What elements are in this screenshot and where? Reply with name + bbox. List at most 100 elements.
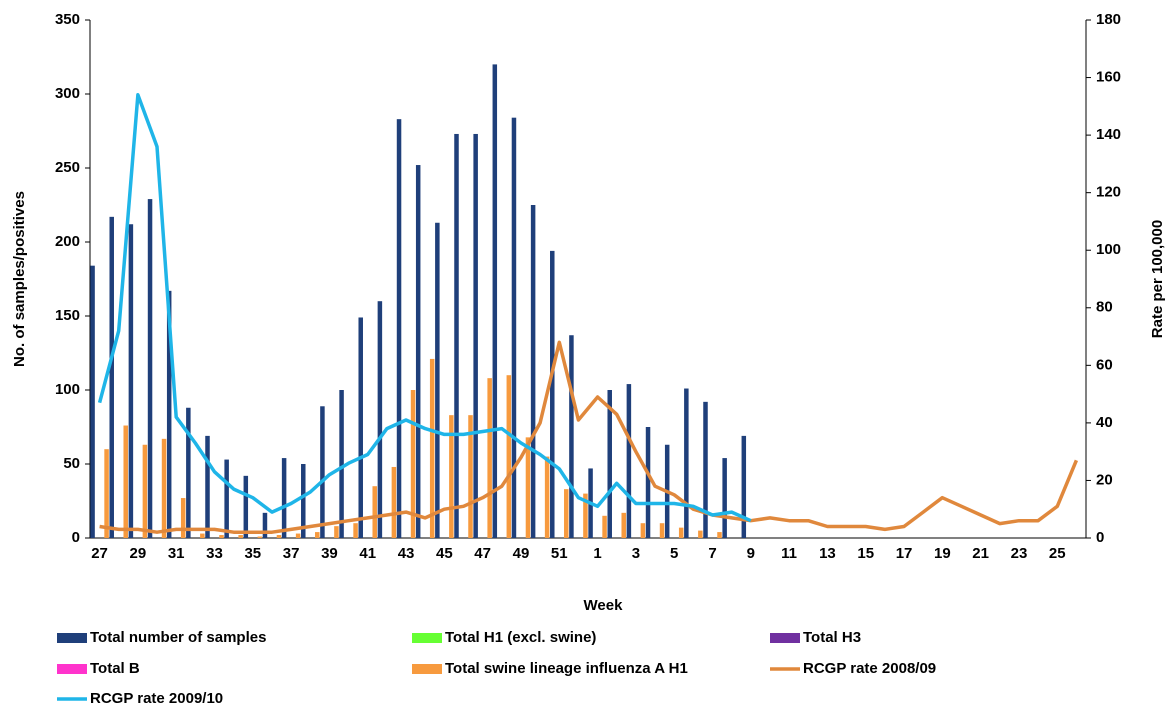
legend-label: Total number of samples [90, 629, 266, 646]
legend-swatch [412, 664, 442, 674]
x-tick-label: 11 [781, 545, 797, 562]
bar [358, 317, 363, 538]
y2-tick-label: 160 [1096, 69, 1121, 86]
x-tick-label: 37 [283, 545, 300, 562]
line [99, 340, 1079, 534]
legend-swatch [57, 664, 87, 674]
bar [640, 523, 646, 538]
y-tick-label: 200 [55, 233, 80, 250]
legend-label: Total swine lineage influenza A H1 [445, 660, 688, 677]
bar [626, 384, 632, 538]
y-axis-title: No. of samples/positives [11, 191, 28, 367]
y-tick-label: 350 [55, 11, 80, 28]
legend-label: Total H3 [803, 629, 861, 646]
bar [684, 388, 689, 538]
x-tick-label: 3 [632, 545, 640, 562]
bar [334, 526, 339, 538]
bar [186, 407, 191, 538]
legend-label: Total B [90, 660, 140, 677]
x-tick-label: 47 [474, 545, 491, 562]
bar [104, 449, 109, 538]
x-tick-label: 15 [857, 545, 874, 562]
legend-label: RCGP rate 2008/09 [803, 660, 936, 677]
bar [339, 390, 344, 538]
bar [449, 415, 454, 538]
x-tick-label: 45 [436, 545, 453, 562]
legend-label: RCGP rate 2009/10 [90, 690, 223, 707]
bar [703, 401, 708, 538]
bar [607, 390, 612, 538]
bar [238, 535, 243, 538]
x-tick-label: 33 [206, 545, 223, 562]
bar [492, 64, 498, 539]
bar [468, 415, 473, 538]
bar [147, 199, 153, 538]
legend-swatch [57, 633, 87, 643]
bar [435, 222, 440, 538]
bar [295, 533, 301, 538]
y2-axis-title: Rate per 100,000 [1149, 220, 1166, 338]
bar [219, 535, 224, 538]
bar [550, 250, 555, 538]
bar [315, 532, 320, 538]
bar [128, 224, 134, 539]
bar [473, 133, 478, 538]
bar [741, 435, 747, 538]
y-tick-label: 150 [55, 307, 80, 324]
x-tick-label: 5 [670, 545, 678, 562]
x-tick-label: 9 [747, 545, 755, 562]
bar [281, 458, 287, 538]
y-tick-label: 0 [72, 529, 80, 546]
bar [391, 466, 397, 538]
bar [454, 133, 459, 538]
y2-tick-label: 20 [1096, 471, 1113, 488]
bar [645, 427, 651, 538]
bar [511, 117, 517, 539]
x-tick-label: 35 [244, 545, 261, 562]
bar [525, 437, 531, 538]
bar [262, 512, 268, 538]
bar [205, 435, 210, 538]
bar [678, 527, 684, 538]
bar [377, 301, 383, 538]
bar [698, 530, 703, 538]
x-tick-label: 29 [130, 545, 147, 562]
x-tick-label: 1 [593, 545, 601, 562]
bar [564, 489, 569, 538]
bar [415, 165, 421, 539]
bar [257, 536, 263, 538]
x-tick-label: 23 [1011, 545, 1028, 562]
bar [530, 205, 536, 538]
bar [224, 459, 229, 538]
bar [717, 532, 722, 538]
y2-tick-label: 40 [1096, 414, 1113, 431]
x-tick-label: 43 [398, 545, 415, 562]
bar [659, 523, 665, 538]
bar [243, 475, 249, 538]
bar [301, 464, 306, 538]
bar [396, 119, 402, 538]
bar [142, 444, 148, 538]
y2-tick-label: 120 [1096, 184, 1121, 201]
y-tick-label: 300 [55, 85, 80, 102]
y2-tick-label: 100 [1096, 241, 1121, 258]
y2-tick-label: 0 [1096, 529, 1104, 546]
y2-tick-label: 80 [1096, 299, 1113, 316]
bar [109, 216, 114, 538]
bar [320, 406, 325, 538]
bar [569, 335, 574, 538]
x-tick-label: 41 [359, 545, 376, 562]
bar [200, 533, 205, 538]
y-tick-label: 100 [55, 381, 80, 398]
legend-swatch [770, 633, 800, 643]
y2-tick-label: 140 [1096, 126, 1121, 143]
y2-tick-label: 60 [1096, 356, 1113, 373]
bar [410, 390, 416, 538]
bar [544, 456, 550, 538]
bar [429, 358, 435, 538]
line [97, 93, 752, 523]
y2-tick-label: 180 [1096, 11, 1121, 28]
legend-swatch [412, 633, 442, 643]
x-axis-title: Week [584, 597, 624, 614]
